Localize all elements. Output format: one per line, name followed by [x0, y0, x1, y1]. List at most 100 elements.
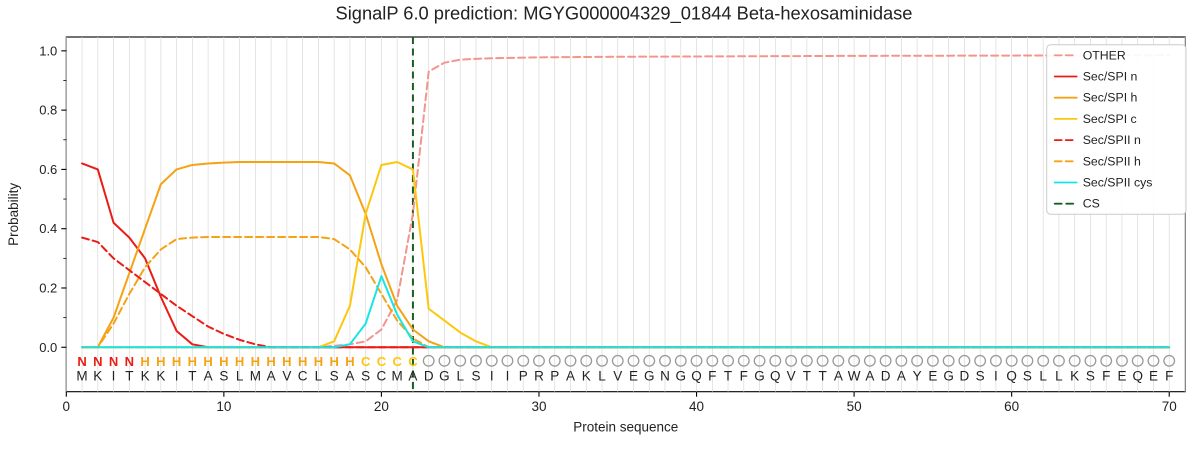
svg-text:M: M [392, 369, 403, 384]
svg-text:Q: Q [1132, 369, 1143, 384]
svg-text:SignalP 6.0 prediction: MGYG00: SignalP 6.0 prediction: MGYG000004329_01… [336, 3, 913, 25]
svg-text:K: K [93, 369, 102, 384]
svg-text:S: S [361, 369, 370, 384]
svg-text:20: 20 [374, 399, 389, 414]
svg-text:Q: Q [691, 369, 702, 384]
svg-text:0.8: 0.8 [39, 103, 57, 118]
svg-text:C: C [298, 369, 308, 384]
svg-text:C: C [377, 354, 387, 369]
svg-text:N: N [77, 354, 86, 369]
svg-text:S: S [976, 369, 985, 384]
svg-text:G: G [439, 369, 450, 384]
svg-text:T: T [724, 369, 732, 384]
svg-text:H: H [298, 354, 307, 369]
svg-text:A: A [566, 369, 575, 384]
svg-text:C: C [392, 354, 402, 369]
svg-text:60: 60 [1004, 399, 1019, 414]
svg-text:S: S [471, 369, 480, 384]
svg-text:D: D [960, 369, 970, 384]
svg-text:Sec/SPII n: Sec/SPII n [1083, 133, 1141, 147]
svg-text:W: W [848, 369, 861, 384]
svg-text:D: D [881, 369, 891, 384]
svg-text:I: I [112, 369, 116, 384]
svg-text:G: G [754, 369, 765, 384]
svg-text:M: M [76, 369, 87, 384]
svg-text:V: V [282, 369, 291, 384]
svg-text:50: 50 [847, 399, 862, 414]
svg-text:Sec/SPI c: Sec/SPI c [1083, 112, 1137, 126]
svg-text:OTHER: OTHER [1083, 48, 1126, 62]
svg-text:K: K [141, 369, 150, 384]
svg-text:F: F [708, 369, 716, 384]
svg-text:Protein sequence: Protein sequence [573, 420, 678, 435]
svg-text:L: L [1039, 369, 1047, 384]
svg-text:H: H [203, 354, 212, 369]
svg-text:H: H [251, 354, 260, 369]
svg-text:H: H [188, 354, 197, 369]
svg-text:0.4: 0.4 [39, 221, 57, 236]
svg-text:N: N [660, 369, 670, 384]
svg-text:Sec/SPI n: Sec/SPI n [1083, 70, 1138, 84]
svg-text:I: I [506, 369, 510, 384]
svg-text:Q: Q [1006, 369, 1017, 384]
svg-text:E: E [1117, 369, 1126, 384]
svg-text:P: P [550, 369, 559, 384]
svg-text:S: S [1086, 369, 1095, 384]
svg-text:L: L [598, 369, 606, 384]
svg-text:C: C [377, 369, 387, 384]
svg-text:V: V [787, 369, 796, 384]
svg-text:A: A [267, 369, 276, 384]
svg-text:P: P [519, 369, 528, 384]
svg-text:G: G [676, 369, 687, 384]
svg-text:E: E [928, 369, 937, 384]
svg-text:Y: Y [913, 369, 922, 384]
svg-text:S: S [330, 369, 339, 384]
svg-text:D: D [424, 369, 434, 384]
svg-text:G: G [943, 369, 954, 384]
svg-text:G: G [644, 369, 655, 384]
svg-text:V: V [613, 369, 622, 384]
svg-text:H: H [172, 354, 181, 369]
svg-text:H: H [235, 354, 244, 369]
svg-text:T: T [188, 369, 196, 384]
svg-text:L: L [315, 369, 323, 384]
svg-text:0.0: 0.0 [39, 340, 57, 355]
svg-text:Sec/SPI h: Sec/SPI h [1083, 91, 1138, 105]
svg-text:S: S [219, 369, 228, 384]
svg-text:F: F [1102, 369, 1110, 384]
svg-text:30: 30 [531, 399, 546, 414]
svg-text:0.6: 0.6 [39, 162, 57, 177]
svg-text:10: 10 [216, 399, 231, 414]
svg-text:Probability: Probability [6, 183, 21, 246]
svg-text:M: M [250, 369, 261, 384]
svg-text:N: N [93, 354, 102, 369]
svg-text:T: T [803, 369, 811, 384]
svg-text:R: R [534, 369, 544, 384]
svg-text:0: 0 [63, 399, 71, 414]
svg-text:H: H [266, 354, 275, 369]
svg-text:T: T [125, 369, 133, 384]
svg-text:A: A [865, 369, 874, 384]
svg-text:H: H [345, 354, 354, 369]
svg-text:H: H [156, 354, 165, 369]
svg-text:I: I [490, 369, 494, 384]
svg-text:A: A [204, 369, 213, 384]
svg-text:E: E [1149, 369, 1158, 384]
svg-text:K: K [1070, 369, 1079, 384]
svg-text:C: C [361, 354, 371, 369]
svg-text:70: 70 [1162, 399, 1177, 414]
svg-text:F: F [1165, 369, 1173, 384]
svg-text:Sec/SPII cys: Sec/SPII cys [1083, 176, 1153, 190]
svg-text:I: I [994, 369, 998, 384]
svg-text:L: L [236, 369, 244, 384]
svg-text:H: H [314, 354, 323, 369]
svg-text:CS: CS [1083, 197, 1100, 211]
svg-text:H: H [140, 354, 149, 369]
svg-text:K: K [582, 369, 591, 384]
svg-text:A: A [408, 369, 417, 384]
svg-text:L: L [1055, 369, 1063, 384]
svg-text:H: H [219, 354, 228, 369]
svg-text:Q: Q [770, 369, 781, 384]
svg-text:0.2: 0.2 [39, 280, 57, 295]
svg-text:A: A [897, 369, 906, 384]
